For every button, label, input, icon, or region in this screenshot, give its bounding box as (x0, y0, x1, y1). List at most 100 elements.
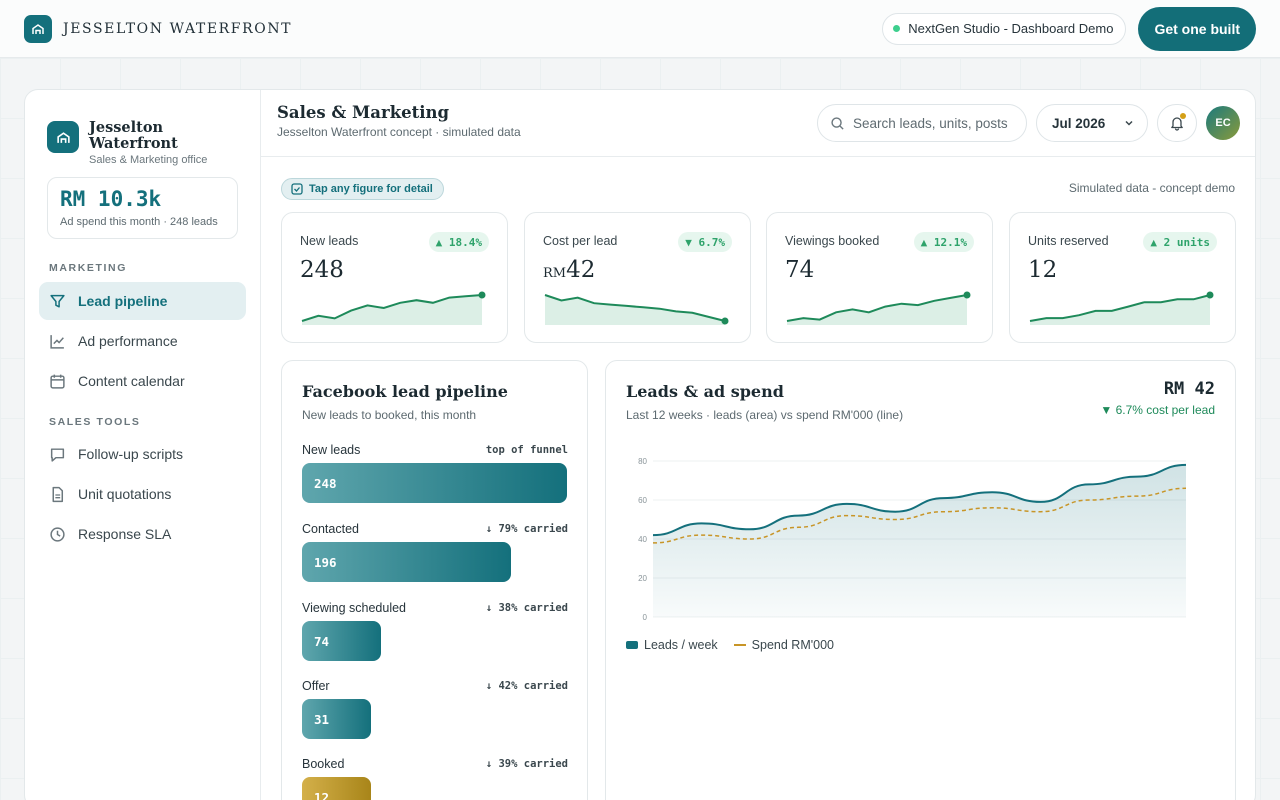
chart-legend: Leads / week Spend RM'000 (626, 638, 834, 652)
search-input[interactable] (853, 115, 1013, 131)
building-icon (47, 121, 79, 153)
chart-kpi-delta: ▼ 6.7% cost per lead (1100, 403, 1215, 417)
ad-spend-value: RM 10.3k (60, 187, 162, 211)
y-tick-label: 80 (638, 457, 647, 466)
page-subtitle: Jesselton Waterfront concept · simulated… (277, 125, 521, 139)
calendar-icon (50, 374, 65, 389)
leads-area (653, 464, 1186, 617)
sidebar-item-lead-pipeline[interactable]: Lead pipeline (39, 282, 246, 320)
notification-dot (1180, 113, 1186, 119)
document-icon (52, 486, 64, 502)
kpi-new-leads[interactable]: New leads ▲ 18.4% 248 (281, 212, 508, 343)
stage-bar[interactable]: 74 (302, 621, 381, 661)
sidebar-item-label: Content calendar (78, 373, 185, 389)
kpi-viewings-booked[interactable]: Viewings booked ▲ 12.1% 74 (766, 212, 993, 343)
simulated-note: Simulated data - concept demo (1068, 181, 1235, 195)
legend-item-leads[interactable]: Leads / week (626, 638, 718, 652)
kpi-cost-per-lead[interactable]: Cost per lead ▼ 6.7% RM42 (524, 212, 751, 343)
chart-kpi-value: RM 42 (1163, 379, 1215, 399)
sidebar-item-content-calendar[interactable]: Content calendar (39, 362, 246, 400)
brand-name[interactable]: JESSELTON WATERFRONT (63, 20, 293, 37)
message-icon (50, 447, 65, 462)
tap-hint-badge: Tap any figure for detail (281, 178, 444, 200)
kpi-badge: ▲ 2 units (1143, 232, 1217, 252)
pipeline-stage[interactable]: Offer ↓ 42% carried 31 (302, 679, 568, 739)
chart-kpi[interactable]: RM 42 ▼ 6.7% cost per lead (1100, 379, 1215, 417)
sidebar-brand: Jesselton Waterfront Sales & Marketing o… (47, 120, 207, 166)
content-header: Sales & Marketing Jesselton Waterfront c… (261, 90, 1255, 157)
checkbox-icon (291, 183, 303, 195)
chart-title: Leads & ad spend (626, 382, 784, 401)
sidebar-subtitle: Sales & Marketing office (89, 154, 208, 166)
page-title: Sales & Marketing (277, 103, 450, 122)
section-marketing: MARKETING (49, 262, 127, 274)
legend-item-spend[interactable]: Spend RM'000 (733, 638, 834, 652)
get-one-built-button[interactable]: Get one built (1138, 6, 1256, 51)
pipeline-stage[interactable]: Contacted ↓ 79% carried 196 (302, 522, 568, 582)
legend-swatch-line (733, 644, 746, 646)
sparkline-area (1030, 295, 1210, 325)
stage-note: ↓ 42% carried (485, 680, 568, 692)
sparkline-endpoint (1206, 291, 1214, 299)
brand-logo-icon[interactable] (24, 14, 52, 43)
dashboard-panel: Jesselton Waterfront Sales & Marketing o… (24, 89, 1256, 800)
ad-spend-card[interactable]: RM 10.3k Ad spend this month · 248 leads (47, 177, 238, 239)
kpi-label: Viewings booked (785, 234, 880, 248)
month-select[interactable]: Jul 2026 (1036, 104, 1148, 142)
stage-label: Viewing scheduled (302, 601, 407, 615)
kpi-value: 74 (785, 257, 815, 283)
main-content: Sales & Marketing Jesselton Waterfront c… (261, 90, 1255, 800)
sidebar-item-response-sla[interactable]: Response SLA (39, 515, 246, 553)
leads-spend-chart[interactable]: 020406080W1W3W5W7W9W11W12 (606, 441, 1235, 621)
stage-bar[interactable]: 12 (302, 777, 371, 800)
sidebar-item-unit-quotations[interactable]: Unit quotations (39, 475, 246, 513)
stage-bar[interactable]: 31 (302, 699, 371, 739)
kpi-badge: ▼ 6.7% (678, 232, 732, 252)
sparkline-endpoint (963, 291, 971, 299)
sparkline-area (302, 295, 482, 325)
sparkline-line (1029, 294, 1211, 322)
bell-icon (1171, 117, 1183, 131)
sidebar-title-line1: Jesselton (89, 119, 164, 136)
search-icon (831, 116, 844, 130)
pipeline-title: Facebook lead pipeline (302, 382, 508, 401)
studio-label: NextGen Studio - Dashboard Demo (908, 21, 1114, 36)
pipeline-stage[interactable]: New leads top of funnel 248 (302, 443, 568, 503)
sidebar-item-ad-performance[interactable]: Ad performance (39, 322, 246, 360)
avatar[interactable]: EC (1206, 106, 1240, 140)
notifications-button[interactable] (1157, 104, 1197, 142)
sparkline-endpoint (478, 291, 486, 299)
search-box[interactable] (817, 104, 1027, 142)
pipeline-stage[interactable]: Booked ↓ 39% carried 12 (302, 757, 568, 800)
stage-note: ↓ 38% carried (485, 602, 568, 614)
kpi-prefix: RM (543, 266, 567, 281)
stage-note: ↓ 79% carried (485, 523, 568, 535)
pipeline-stage[interactable]: Viewing scheduled ↓ 38% carried 74 (302, 601, 568, 661)
sparkline-line (786, 294, 968, 322)
sparkline-line (544, 294, 726, 322)
leads-spend-card: Leads & ad spend Last 12 weeks · leads (… (605, 360, 1236, 800)
filter-icon (50, 294, 65, 308)
sidebar: Jesselton Waterfront Sales & Marketing o… (25, 90, 261, 800)
chevron-down-icon (1125, 120, 1133, 126)
y-tick-label: 40 (638, 535, 647, 544)
kpi-label: Units reserved (1028, 234, 1109, 248)
sidebar-item-label: Response SLA (78, 526, 172, 542)
stage-bar[interactable]: 248 (302, 463, 567, 503)
kpi-units-reserved[interactable]: Units reserved ▲ 2 units 12 (1009, 212, 1236, 343)
sparkline-line (301, 294, 483, 322)
stage-bar[interactable]: 196 (302, 542, 511, 582)
kpi-sparkline (301, 291, 486, 325)
y-tick-label: 60 (638, 496, 647, 505)
kpi-value: RM42 (543, 257, 596, 283)
stage-label: New leads (302, 443, 361, 457)
kpi-sparkline (786, 291, 971, 325)
sidebar-item-label: Ad performance (78, 333, 178, 349)
legend-swatch-area (626, 641, 638, 649)
spend-line (652, 487, 1187, 544)
sidebar-title-line2: Waterfront (89, 135, 178, 152)
sidebar-item-follow-up-scripts[interactable]: Follow-up scripts (39, 435, 246, 473)
studio-badge[interactable]: NextGen Studio - Dashboard Demo (882, 12, 1127, 45)
kpi-value: 248 (300, 257, 344, 283)
legend-label: Leads / week (644, 638, 718, 652)
